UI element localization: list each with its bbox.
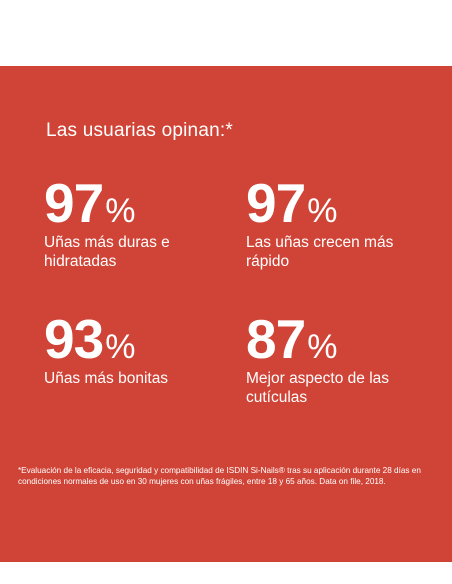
stat-beauty: 93% Uñas más bonitas [44,312,244,388]
stat-label: Las uñas crecen más rápido [246,234,394,270]
stat-label: Uñas más duras e hidratadas [44,234,170,270]
stat-cuticles: 87% Mejor aspecto de las cutículas [246,312,446,407]
stat-unit: % [105,192,136,230]
stat-unit: % [307,192,338,230]
stat-label: Mejor aspecto de las cutículas [246,370,390,406]
stat-label: Uñas más bonitas [44,370,169,387]
stat-figure: 87% [246,312,446,367]
stat-figure: 97% [44,176,244,231]
promo-panel: Las usuarias opinan:* 97% Uñas más duras… [0,66,452,562]
stat-value: 93 [44,308,104,370]
stat-value: 97 [44,172,104,234]
stat-unit: % [105,328,136,366]
heading: Las usuarias opinan:* [46,120,233,141]
footnote: *Evaluación de la eficacia, seguridad y … [18,466,421,486]
stat-hardness: 97% Uñas más duras e hidratadas [44,176,244,271]
stat-figure: 97% [246,176,446,231]
stat-unit: % [307,328,338,366]
stat-figure: 93% [44,312,244,367]
stat-value: 87 [246,308,306,370]
stat-growth: 97% Las uñas crecen más rápido [246,176,446,271]
stat-value: 97 [246,172,306,234]
